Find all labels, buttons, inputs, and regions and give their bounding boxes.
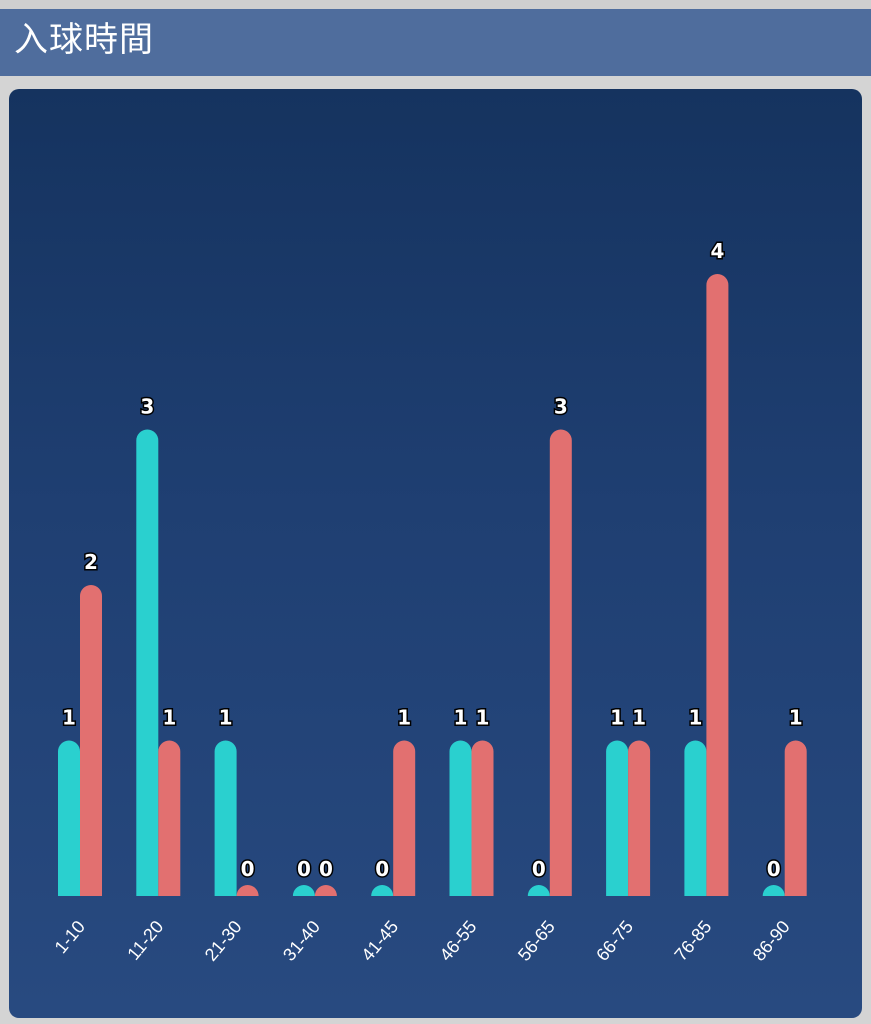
value-label-series2-56-65: 3 <box>554 395 568 419</box>
value-label-series1-31-40: 0 <box>297 857 311 881</box>
bar-series2-31-40 <box>314 885 337 896</box>
value-label-series1-41-45: 0 <box>375 857 389 881</box>
value-label-series2-31-40: 0 <box>319 857 333 881</box>
value-label-series1-21-30: 1 <box>219 706 233 730</box>
bar-series1-41-45 <box>371 885 394 896</box>
value-label-series2-46-55: 1 <box>476 706 490 730</box>
value-label-series2-1-10: 2 <box>84 550 98 574</box>
value-label-series1-11-20: 3 <box>140 395 154 419</box>
value-label-series1-66-75: 1 <box>610 706 624 730</box>
bar-series1-31-40 <box>292 885 315 896</box>
top-strip <box>0 0 871 9</box>
bar-series1-86-90 <box>762 885 785 896</box>
value-label-series2-86-90: 1 <box>789 706 803 730</box>
bar-series2-76-85 <box>706 274 729 896</box>
value-label-series1-76-85: 1 <box>688 706 702 730</box>
bar-series2-1-10 <box>80 585 102 896</box>
x-tick-label-56-65: 56-65 <box>514 917 559 965</box>
bar-series1-56-65 <box>527 885 550 896</box>
x-tick-label-1-10: 1-10 <box>51 917 89 957</box>
bar-series1-46-55 <box>449 740 472 896</box>
x-tick-label-46-55: 46-55 <box>436 917 481 965</box>
x-tick-label-31-40: 31-40 <box>279 917 324 965</box>
bar-series1-11-20 <box>136 429 159 896</box>
x-tick-label-86-90: 86-90 <box>749 917 794 965</box>
value-label-series2-66-75: 1 <box>632 706 646 730</box>
value-label-series2-11-20: 1 <box>162 706 176 730</box>
value-label-series1-46-55: 1 <box>454 706 468 730</box>
x-tick-label-66-75: 66-75 <box>592 917 637 965</box>
value-label-series2-21-30: 0 <box>241 857 255 881</box>
x-tick-label-21-30: 21-30 <box>201 917 246 965</box>
value-label-series1-56-65: 0 <box>532 857 546 881</box>
bar-series1-1-10 <box>58 740 80 896</box>
bar-series2-41-45 <box>393 740 416 896</box>
bar-series2-66-75 <box>628 740 651 896</box>
value-label-series2-41-45: 1 <box>397 706 411 730</box>
bar-series1-21-30 <box>214 740 237 896</box>
bar-series2-46-55 <box>471 740 494 896</box>
bar-series1-76-85 <box>684 740 707 896</box>
header-bar: 入球時間 <box>0 9 871 76</box>
bar-series2-56-65 <box>549 429 572 896</box>
value-label-series1-86-90: 0 <box>767 857 781 881</box>
bar-series2-21-30 <box>236 885 259 896</box>
value-label-series2-76-85: 4 <box>710 239 724 263</box>
bar-series2-11-20 <box>158 740 181 896</box>
bar-series2-86-90 <box>784 740 807 896</box>
bar-series1-66-75 <box>606 740 629 896</box>
x-tick-label-76-85: 76-85 <box>671 917 716 965</box>
chart-card: 1 2 1-10 3 1 11-20 1 0 21-30 0 0 31-40 0 1 41-45 1 1 46-5… <box>9 89 862 1018</box>
x-tick-label-41-45: 41-45 <box>357 917 402 965</box>
page-title: 入球時間 <box>14 20 154 60</box>
x-tick-label-11-20: 11-20 <box>123 917 167 964</box>
value-label-series1-1-10: 1 <box>62 706 76 730</box>
